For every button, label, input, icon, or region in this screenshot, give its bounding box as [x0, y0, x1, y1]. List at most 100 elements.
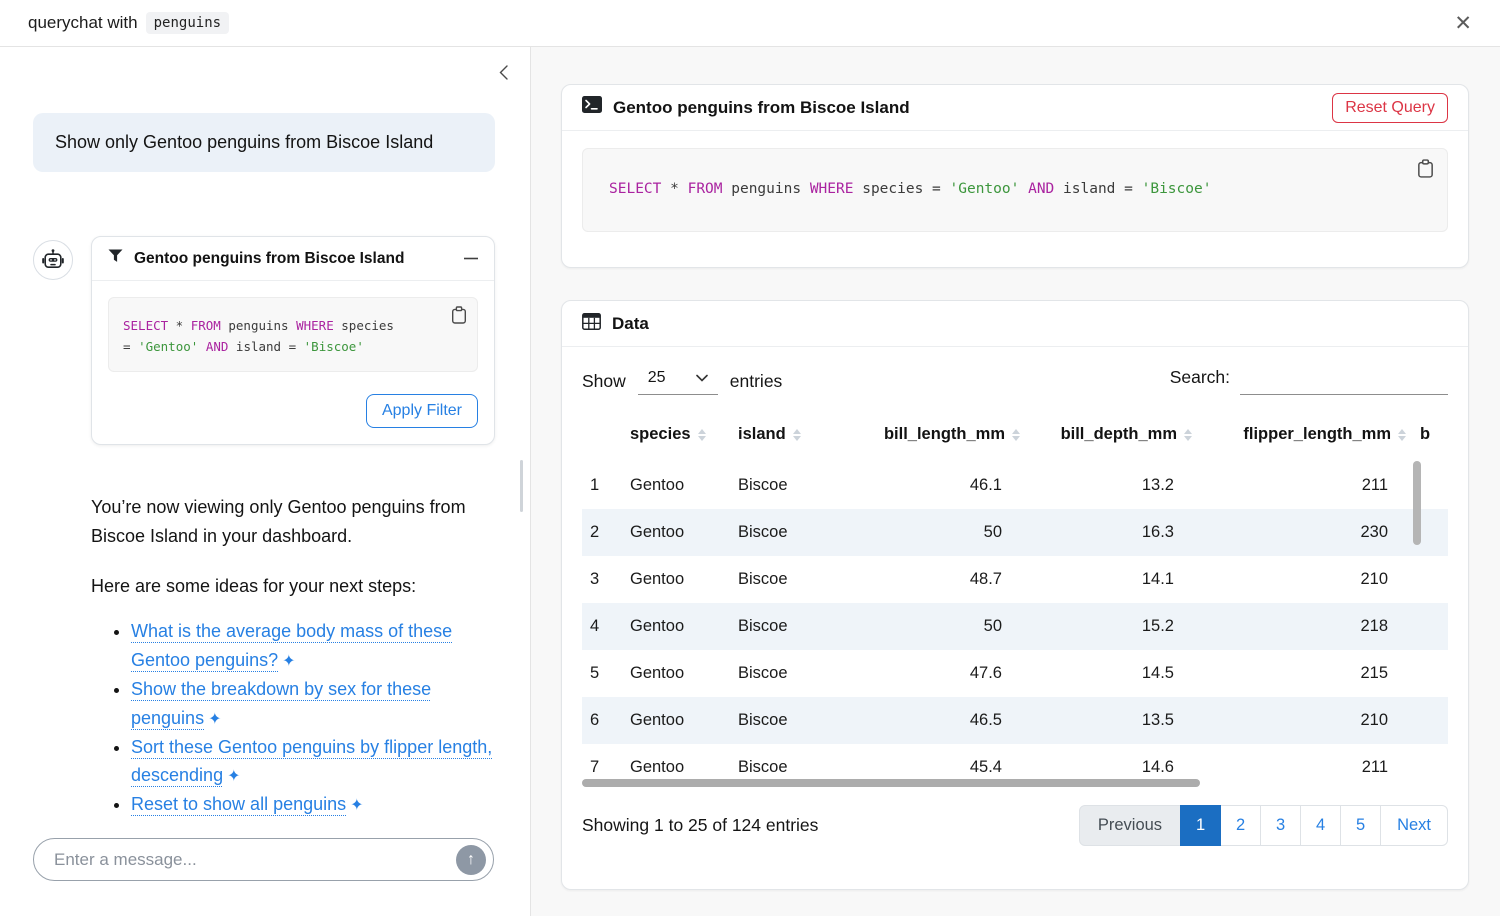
- table-cell: Biscoe: [730, 650, 830, 697]
- search-input[interactable]: [1240, 367, 1448, 395]
- data-card-body: Show 25 entries Search:: [562, 347, 1468, 866]
- apply-filter-button[interactable]: Apply Filter: [366, 394, 478, 428]
- row-number-cell: 6: [582, 697, 622, 744]
- table-cell: Gentoo: [622, 603, 730, 650]
- table-cell: 210: [1198, 697, 1412, 744]
- column-header-bill_depth_mm[interactable]: bill_depth_mm: [1026, 411, 1198, 462]
- row-number-cell: 2: [582, 509, 622, 556]
- table-cell: [1412, 603, 1448, 650]
- page-button-2[interactable]: 2: [1220, 805, 1261, 846]
- suggestion-item: What is the average body mass of these G…: [131, 617, 495, 675]
- page-button-1[interactable]: 1: [1180, 805, 1221, 846]
- chevron-down-icon: [696, 369, 708, 387]
- table-cell: 211: [1198, 462, 1412, 509]
- table-cell: 47.6: [830, 650, 1026, 697]
- suggestion-item: Sort these Gentoo penguins by flipper le…: [131, 733, 495, 791]
- sort-icon: [1398, 429, 1406, 441]
- table-row: 1GentooBiscoe46.113.2211: [582, 462, 1448, 509]
- table-cell: [1412, 556, 1448, 603]
- column-header: [582, 411, 622, 462]
- send-button[interactable]: ↑: [456, 845, 486, 875]
- query-card-body: SELECT * FROM penguins WHERE species = '…: [562, 131, 1468, 249]
- robot-avatar-icon: [33, 240, 73, 280]
- table-cell: [1412, 650, 1448, 697]
- table-cell: Biscoe: [730, 603, 830, 650]
- table-cell: [1412, 744, 1448, 789]
- column-header-island[interactable]: island: [730, 411, 830, 462]
- reset-query-button[interactable]: Reset Query: [1332, 93, 1448, 123]
- row-number-cell: 3: [582, 556, 622, 603]
- sidebar-collapse-icon[interactable]: [497, 64, 510, 86]
- assistant-paragraph: You’re now viewing only Gentoo penguins …: [91, 493, 495, 551]
- table-cell: [1412, 697, 1448, 744]
- table-cell: 211: [1198, 744, 1412, 789]
- filter-tool-card-body: SELECT * FROM penguins WHERE species= 'G…: [92, 281, 494, 444]
- sidebar-resize-handle[interactable]: [520, 460, 523, 512]
- sql-line: SELECT * FROM penguins WHERE species: [123, 316, 463, 337]
- table-cell: 230: [1198, 509, 1412, 556]
- row-number-cell: 5: [582, 650, 622, 697]
- page-button-previous: Previous: [1079, 805, 1181, 846]
- copy-icon[interactable]: [1417, 159, 1434, 187]
- table-cell: Gentoo: [622, 697, 730, 744]
- page-button-5[interactable]: 5: [1340, 805, 1381, 846]
- sparkle-icon: ✦: [350, 797, 363, 814]
- suggestion-link[interactable]: Reset to show all penguins: [131, 794, 346, 814]
- sql-code-block: SELECT * FROM penguins WHERE species= 'G…: [108, 297, 478, 372]
- column-header-b: b: [1412, 411, 1448, 462]
- column-header-species[interactable]: species: [622, 411, 730, 462]
- table-cell: 13.5: [1026, 697, 1198, 744]
- entries-label: entries: [730, 371, 783, 392]
- chat-input-bar: ↑: [33, 838, 494, 881]
- row-number-cell: 4: [582, 603, 622, 650]
- column-header-bill_length_mm[interactable]: bill_length_mm: [830, 411, 1026, 462]
- data-card-title: Data: [612, 314, 649, 334]
- page-button-3[interactable]: 3: [1260, 805, 1301, 846]
- collapse-card-icon[interactable]: [464, 257, 478, 260]
- query-card-header: Gentoo penguins from Biscoe Island Reset…: [562, 85, 1468, 131]
- dataset-name-chip: penguins: [146, 12, 229, 34]
- table-cell: Biscoe: [730, 556, 830, 603]
- table-cell: 16.3: [1026, 509, 1198, 556]
- page-size-value: 25: [648, 369, 666, 387]
- title-bar: querychat with penguins ✕: [0, 0, 1500, 47]
- user-message-bubble: Show only Gentoo penguins from Biscoe Is…: [33, 113, 495, 172]
- assistant-text: You’re now viewing only Gentoo penguins …: [91, 493, 495, 819]
- sort-icon: [698, 429, 706, 441]
- sparkle-icon: ✦: [227, 768, 240, 785]
- vertical-scrollbar[interactable]: [1413, 461, 1421, 545]
- sql-line: SELECT * FROM penguins WHERE species = '…: [609, 178, 1211, 202]
- suggestion-link[interactable]: Sort these Gentoo penguins by flipper le…: [131, 737, 492, 786]
- table-cell: Gentoo: [622, 650, 730, 697]
- filter-icon: [108, 249, 123, 268]
- page-button-next[interactable]: Next: [1380, 805, 1448, 846]
- arrow-up-icon: ↑: [467, 851, 475, 869]
- filter-tool-card-header: Gentoo penguins from Biscoe Island: [92, 237, 494, 281]
- query-title: Gentoo penguins from Biscoe Island: [613, 98, 910, 118]
- table-cell: 210: [1198, 556, 1412, 603]
- search-label: Search:: [1170, 367, 1230, 388]
- sql-line: = 'Gentoo' AND island = 'Biscoe': [123, 337, 463, 358]
- suggestion-link[interactable]: Show the breakdown by sex for these peng…: [131, 679, 431, 728]
- data-table-wrap: speciesislandbill_length_mmbill_depth_mm…: [582, 411, 1448, 789]
- sort-icon: [793, 429, 801, 441]
- table-cell: 215: [1198, 650, 1412, 697]
- page-button-4[interactable]: 4: [1300, 805, 1341, 846]
- table-cell: Gentoo: [622, 462, 730, 509]
- page-size-control: Show 25 entries: [582, 367, 782, 395]
- data-card: Data Show 25 entries: [561, 300, 1469, 890]
- column-header-flipper_length_mm[interactable]: flipper_length_mm: [1198, 411, 1412, 462]
- chat-message-input[interactable]: [54, 850, 456, 870]
- data-card-header: Data: [562, 301, 1468, 347]
- table-cell: 15.2: [1026, 603, 1198, 650]
- table-cell: Biscoe: [730, 462, 830, 509]
- pagination: Previous12345Next: [1079, 805, 1448, 846]
- query-card: Gentoo penguins from Biscoe Island Reset…: [561, 84, 1469, 268]
- close-icon[interactable]: ✕: [1454, 13, 1472, 34]
- horizontal-scrollbar[interactable]: [582, 779, 1200, 787]
- page-size-select[interactable]: 25: [638, 367, 718, 395]
- table-header-row: speciesislandbill_length_mmbill_depth_mm…: [582, 411, 1448, 462]
- copy-icon[interactable]: [451, 306, 467, 331]
- app-title: querychat with: [28, 13, 138, 33]
- sql-code-block: SELECT * FROM penguins WHERE species = '…: [582, 148, 1448, 232]
